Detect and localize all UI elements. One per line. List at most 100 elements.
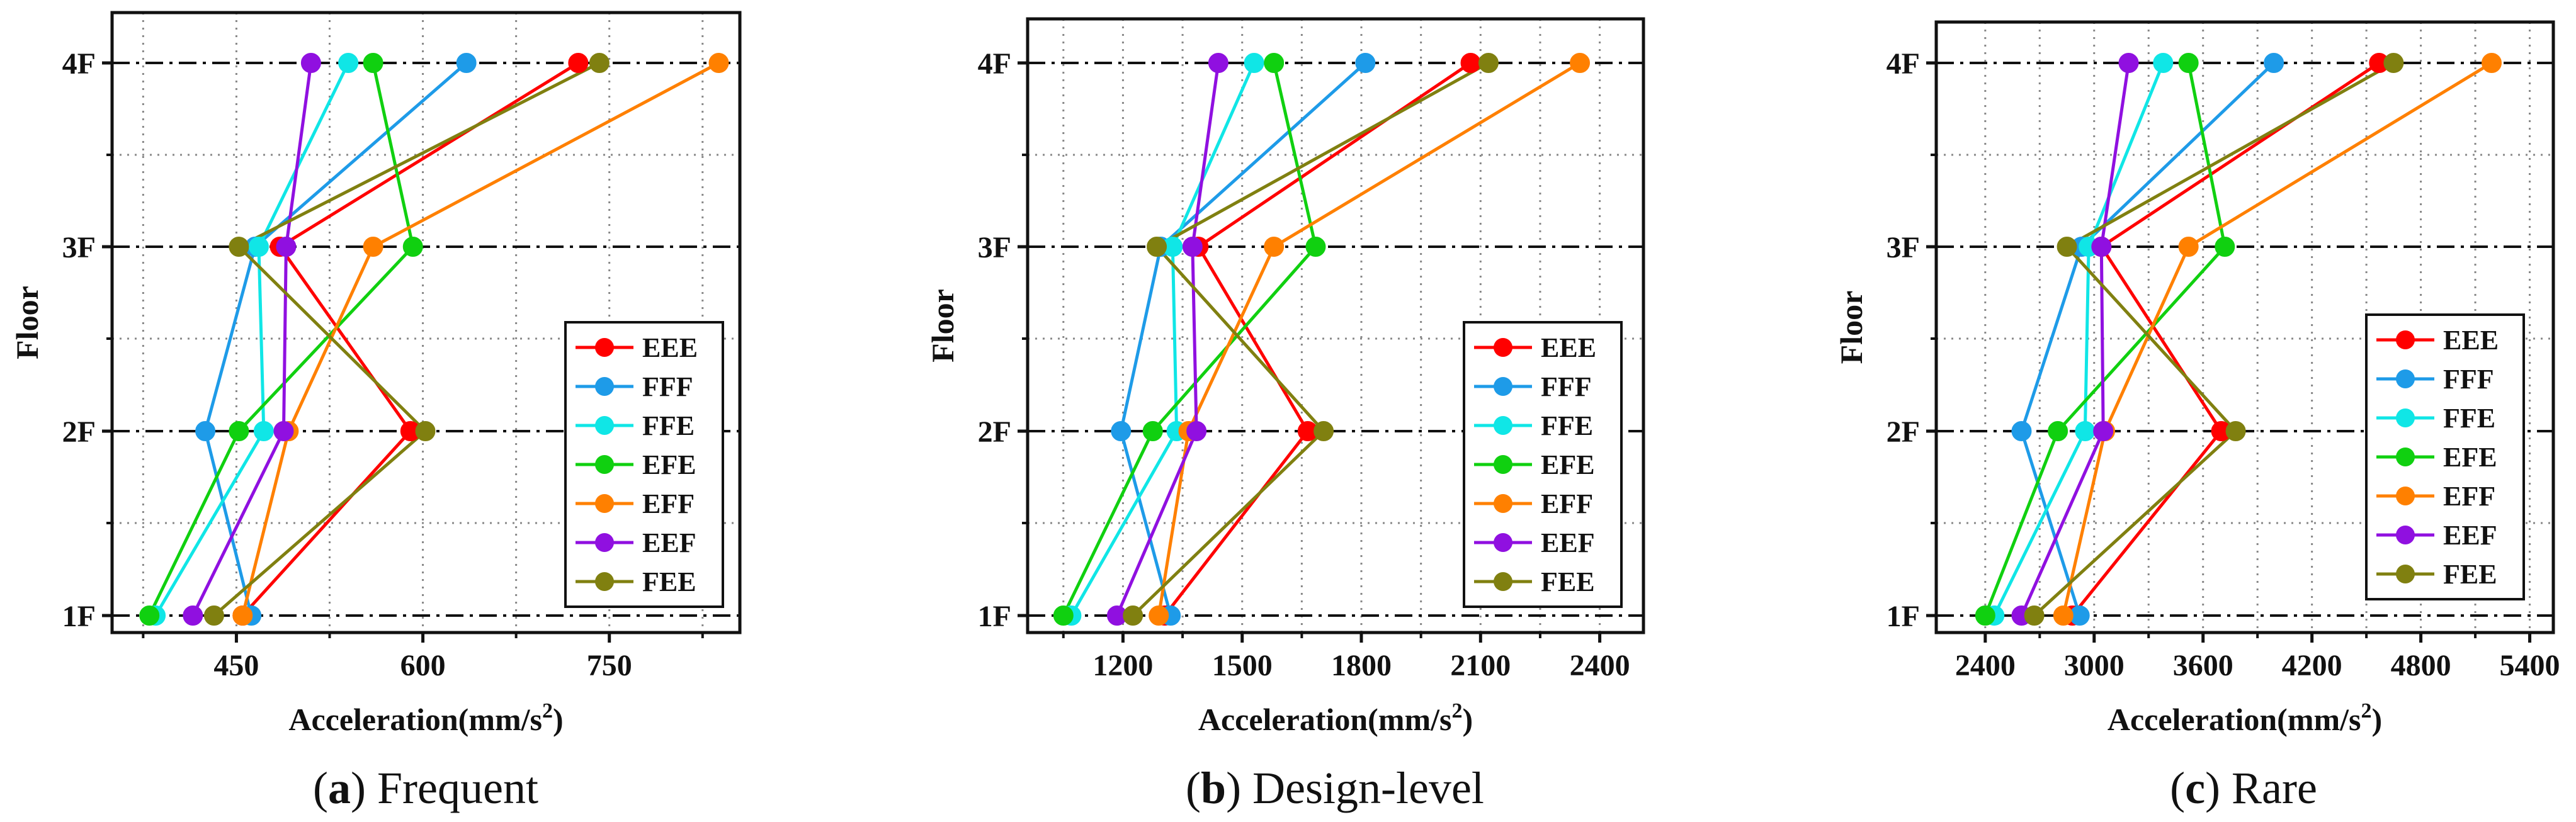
series-line-fff (1119, 62, 1366, 616)
data-point-fee (2057, 237, 2077, 257)
legend-marker-fee (595, 572, 614, 591)
legend-marker-eef (2396, 526, 2415, 544)
data-point-eef (1208, 53, 1228, 73)
data-point-fee (203, 605, 224, 626)
x-axis-title-main: Acceleration(mm/s (2108, 702, 2361, 737)
x-tick-label: 4800 (2391, 649, 2451, 682)
legend-label-eef: EEF (642, 527, 696, 558)
legend-marker-fff (2396, 369, 2415, 388)
series-line-efe (1983, 62, 2227, 616)
data-point-eef (2091, 237, 2112, 257)
legend-label-ffe: FFE (2443, 403, 2495, 434)
x-tick-label: 4200 (2282, 649, 2342, 682)
legend-marker-eee (595, 338, 614, 357)
caption-text: ) Design-level (1226, 763, 1484, 813)
data-point-fff (2011, 421, 2032, 441)
series-line-efe (147, 62, 415, 617)
x-axis-title-superscript: 2 (1451, 699, 1462, 723)
data-point-fff (1111, 421, 1132, 441)
chart-panel-b: 1200 1500 1800 2100 2400 1F 2F 3F 4F Floor Acceler… (925, 17, 1645, 813)
series-line-fee (1132, 61, 1490, 617)
data-point-eef (1182, 237, 1203, 257)
x-tick-label: 1200 (1092, 649, 1153, 682)
legend-label-eff: EFF (2443, 481, 2495, 512)
data-point-efe (2178, 53, 2199, 73)
x-tick-label: 5400 (2500, 649, 2560, 682)
legend-marker-fee (2396, 565, 2415, 583)
x-axis-title: Acceleration(mm/s2) (2108, 699, 2382, 737)
legend-label-eef: EEF (1541, 527, 1595, 558)
legend-label-ffe: FFE (1541, 410, 1593, 441)
y-tick-label: 4F (1887, 47, 1920, 81)
y-tick-label: 1F (978, 600, 1011, 633)
y-tick-label: 2F (62, 415, 96, 449)
legend-marker-eff (595, 494, 614, 513)
legend-marker-efe (1494, 455, 1512, 474)
plot-frame (1934, 20, 2555, 634)
x-tick-label: 3600 (2173, 649, 2233, 682)
data-point-eee (1460, 53, 1481, 73)
x-axis-title-superscript: 2 (2361, 699, 2371, 723)
data-point-eff (2482, 53, 2502, 73)
x-tick-label: 3000 (2064, 649, 2125, 682)
series-line-eef (2020, 62, 2131, 617)
legend-label-fee: FEE (642, 566, 696, 597)
x-tick-label: 2400 (1955, 649, 2016, 682)
legend-marker-ffe (595, 416, 614, 435)
plot-frame (1026, 17, 1645, 634)
legend-label-fff: FFF (642, 371, 693, 402)
data-point-fee (2024, 605, 2045, 626)
data-point-efe (2215, 237, 2235, 257)
caption-letter: a (328, 763, 351, 813)
legend-marker-fee (1494, 572, 1512, 591)
x-axis-title-superscript: 2 (542, 699, 553, 723)
data-point-efe (2048, 421, 2068, 441)
x-tick-label: 1500 (1212, 649, 1273, 682)
data-point-efe (1142, 421, 1163, 441)
data-point-fff (1355, 53, 1376, 73)
data-point-ffe (1244, 53, 1264, 73)
data-point-ffe (2153, 53, 2174, 73)
x-tick-label: 600 (400, 649, 446, 682)
legend-label-fee: FEE (2443, 559, 2497, 590)
legend-marker-efe (2396, 448, 2415, 466)
legend-marker-ffe (1494, 416, 1512, 435)
x-axis-title-main: Acceleration(mm/s (1198, 702, 1452, 737)
data-point-efe (1975, 605, 1995, 626)
data-point-ffe (253, 421, 274, 441)
series-line-eef (191, 62, 313, 617)
data-point-eef (300, 53, 321, 73)
legend-marker-eef (1494, 533, 1512, 552)
panel-caption: (b) Design-level (1186, 763, 1484, 813)
legend-label-fee: FEE (1541, 566, 1595, 597)
data-point-eff (1570, 53, 1591, 73)
y-axis-title: Floor (925, 289, 960, 363)
caption-open: ( (1186, 763, 1201, 813)
y-axis-title: Floor (1834, 291, 1869, 364)
legend-label-efe: EFE (1541, 449, 1595, 480)
data-point-fff (456, 53, 477, 73)
data-point-fee (2383, 53, 2404, 73)
legend-marker-eff (2396, 487, 2415, 505)
series-line-fee (2033, 61, 2395, 617)
legend-label-eff: EFF (642, 488, 695, 519)
data-point-ffe (248, 237, 269, 257)
data-point-efe (1053, 605, 1074, 626)
data-point-eff (232, 605, 253, 626)
data-point-eef (2118, 53, 2139, 73)
data-point-eff (2053, 605, 2074, 626)
data-point-efe (229, 421, 249, 441)
y-tick-label: 2F (1887, 415, 1920, 449)
series-line-eee (241, 61, 579, 617)
data-point-ffe (2075, 421, 2096, 441)
plot-frame (110, 11, 742, 634)
data-point-efe (1305, 237, 1326, 257)
series-line-fff (203, 62, 468, 616)
y-tick-label: 1F (62, 600, 96, 633)
data-point-efe (402, 237, 423, 257)
data-point-eef (2093, 421, 2114, 441)
data-point-fee (589, 53, 610, 73)
series-line-ffe (1992, 62, 2165, 617)
y-tick-label: 4F (978, 47, 1011, 81)
